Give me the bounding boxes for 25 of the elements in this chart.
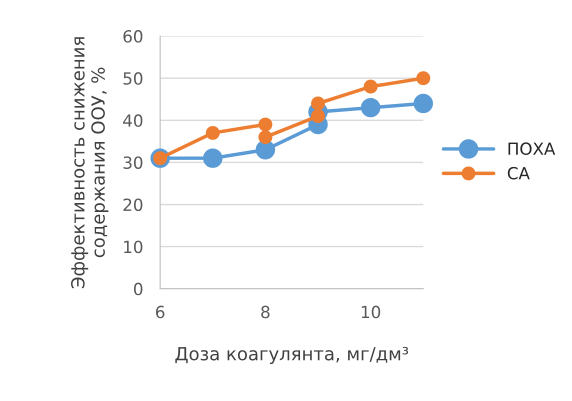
- point: [416, 71, 430, 86]
- point: [258, 118, 272, 132]
- point: [311, 109, 325, 124]
- point: [256, 140, 276, 160]
- point: [414, 94, 434, 114]
- y-tick-label: 60: [123, 30, 142, 43]
- point: [203, 148, 223, 168]
- point: [258, 130, 272, 144]
- y-tick-label: 50: [124, 72, 142, 85]
- x-tick-label: 10: [362, 306, 380, 318]
- point: [360, 98, 380, 118]
- point: [206, 126, 220, 140]
- y-tick-label: 20: [124, 198, 142, 212]
- y-tick-label: 0: [134, 282, 142, 296]
- y-axis-title: Эффективность снижения содержания ООУ, %: [71, 37, 108, 288]
- legend-label: СА: [508, 166, 530, 180]
- x-tick-label: 6: [156, 306, 164, 318]
- legend-label: ПОХА: [508, 142, 556, 156]
- y-tick-label: 40: [123, 114, 142, 127]
- point: [311, 96, 325, 110]
- y-tick-label: 30: [124, 156, 142, 169]
- point: [364, 80, 378, 94]
- x-axis-title: Доза коагулянта, мг/дм³: [175, 346, 408, 364]
- y-tick-label: 10: [124, 240, 142, 254]
- x-tick-label: 8: [261, 306, 270, 318]
